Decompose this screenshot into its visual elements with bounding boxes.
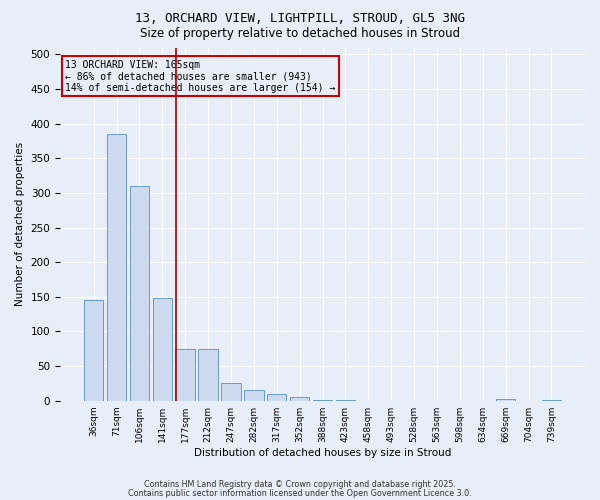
Bar	[244, 390, 263, 400]
Bar	[199, 349, 218, 401]
Bar	[84, 300, 103, 400]
Bar	[290, 397, 310, 400]
Bar	[221, 384, 241, 400]
Y-axis label: Number of detached properties: Number of detached properties	[15, 142, 25, 306]
Text: Contains HM Land Registry data © Crown copyright and database right 2025.: Contains HM Land Registry data © Crown c…	[144, 480, 456, 489]
Text: 13 ORCHARD VIEW: 165sqm
← 86% of detached houses are smaller (943)
14% of semi-d: 13 ORCHARD VIEW: 165sqm ← 86% of detache…	[65, 60, 335, 93]
X-axis label: Distribution of detached houses by size in Stroud: Distribution of detached houses by size …	[194, 448, 451, 458]
Bar	[107, 134, 126, 400]
Bar	[152, 298, 172, 400]
Bar	[130, 186, 149, 400]
Text: 13, ORCHARD VIEW, LIGHTPILL, STROUD, GL5 3NG: 13, ORCHARD VIEW, LIGHTPILL, STROUD, GL5…	[135, 12, 465, 26]
Text: Contains public sector information licensed under the Open Government Licence 3.: Contains public sector information licen…	[128, 488, 472, 498]
Bar	[175, 349, 195, 401]
Bar	[267, 394, 286, 400]
Text: Size of property relative to detached houses in Stroud: Size of property relative to detached ho…	[140, 28, 460, 40]
